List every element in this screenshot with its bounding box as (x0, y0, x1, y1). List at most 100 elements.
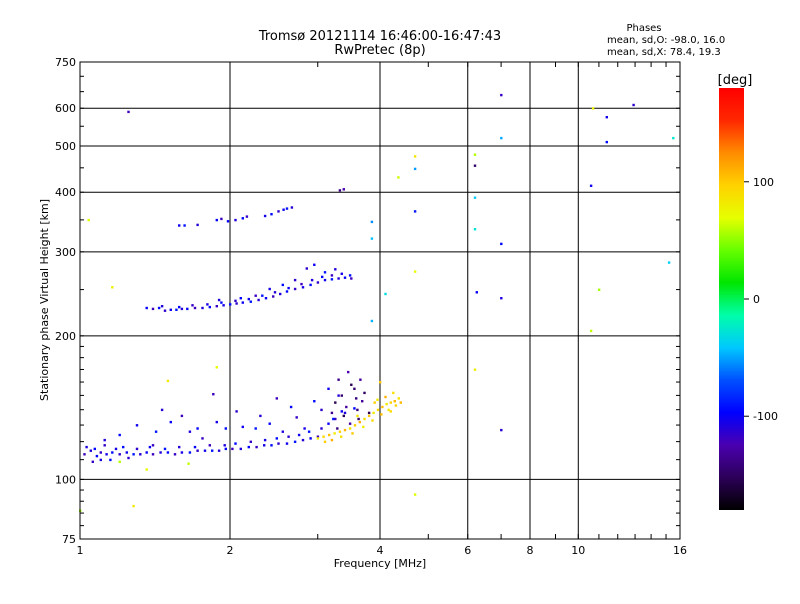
x-tick-label: 1 (77, 544, 84, 557)
data-point (473, 153, 477, 156)
data-point (320, 408, 323, 412)
grid (80, 62, 680, 539)
data-point (211, 449, 214, 452)
data-point (249, 440, 252, 443)
data-point (95, 454, 99, 458)
data-point (169, 420, 172, 424)
data-point (672, 136, 675, 140)
data-point (307, 430, 311, 433)
data-point (93, 447, 96, 451)
data-point (89, 449, 92, 452)
data-point (285, 442, 289, 445)
data-point (151, 307, 155, 311)
data-point (166, 451, 170, 454)
data-point (178, 305, 181, 309)
data-point (159, 451, 162, 454)
data-point (323, 271, 327, 274)
data-point (270, 444, 273, 447)
y-tick-label: 500 (55, 140, 76, 153)
data-point (154, 430, 158, 433)
data-point (263, 438, 267, 442)
data-point (289, 405, 293, 409)
y-axis-label: Stationary phase Virtual Height [km] (38, 199, 51, 401)
data-point (340, 272, 343, 275)
x-tick-label: 4 (377, 544, 384, 557)
data-point (254, 427, 257, 430)
data-point (127, 456, 130, 460)
data-point (334, 401, 337, 404)
data-point (500, 297, 503, 300)
data-point (358, 420, 361, 424)
data-point (330, 278, 334, 281)
data-point (356, 414, 359, 418)
data-point (222, 304, 225, 307)
data-point (148, 445, 152, 449)
data-point (118, 433, 121, 437)
data-point (328, 433, 331, 437)
colorbar-label: [deg] (718, 73, 753, 88)
data-point (188, 451, 192, 454)
data-point (208, 444, 211, 447)
data-point (357, 417, 360, 421)
data-point (203, 449, 207, 452)
data-point (255, 445, 258, 449)
data-point (473, 196, 477, 199)
data-point (500, 136, 503, 140)
data-point (500, 242, 503, 246)
data-point (275, 397, 278, 400)
data-point (257, 298, 260, 302)
data-point (320, 427, 323, 430)
data-points (79, 93, 675, 512)
data-point (330, 438, 334, 442)
data-point (196, 427, 199, 430)
phase-x-stats: mean, sd,X: 78.4, 19.3 (607, 47, 721, 58)
data-point (340, 394, 343, 397)
data-point (145, 468, 148, 471)
data-point (334, 417, 337, 421)
data-point (309, 437, 312, 440)
data-point (293, 440, 297, 443)
data-point (370, 220, 374, 224)
data-point (145, 451, 148, 454)
data-point (125, 451, 128, 454)
data-point (175, 308, 178, 311)
data-point (336, 427, 339, 430)
data-point (135, 424, 139, 427)
data-point (397, 176, 400, 179)
data-point (380, 413, 383, 416)
colorbar-tick-label: 100 (753, 176, 774, 189)
data-point (224, 447, 227, 451)
data-point (139, 453, 142, 456)
phase-statistics: Phases mean, sd,O: -98.0, 16.0 mean, sd,… (607, 23, 725, 58)
chart-subtitle: RwPretec (8p) (334, 43, 425, 58)
phase-heading: Phases (626, 23, 661, 34)
data-point (376, 398, 379, 401)
data-point (111, 286, 114, 289)
data-point (287, 435, 290, 438)
data-point (245, 215, 249, 218)
data-point (293, 278, 297, 282)
data-point (122, 445, 125, 449)
data-point (132, 453, 135, 456)
data-point (186, 307, 189, 311)
data-point (373, 401, 376, 404)
data-point (235, 302, 238, 305)
data-point (367, 411, 371, 415)
y-tick-label: 200 (55, 330, 76, 343)
data-point (282, 208, 285, 211)
data-point (361, 400, 364, 403)
data-point (231, 447, 234, 451)
data-point (254, 294, 257, 297)
data-point (279, 292, 282, 296)
data-point (281, 430, 284, 433)
data-point (316, 437, 320, 440)
data-point (268, 422, 271, 425)
data-point (313, 400, 316, 403)
data-point (249, 300, 252, 303)
data-point (394, 404, 398, 407)
data-point (589, 184, 593, 187)
data-point (127, 110, 130, 114)
data-point (387, 408, 390, 412)
data-point (389, 401, 392, 404)
data-point (338, 430, 342, 433)
